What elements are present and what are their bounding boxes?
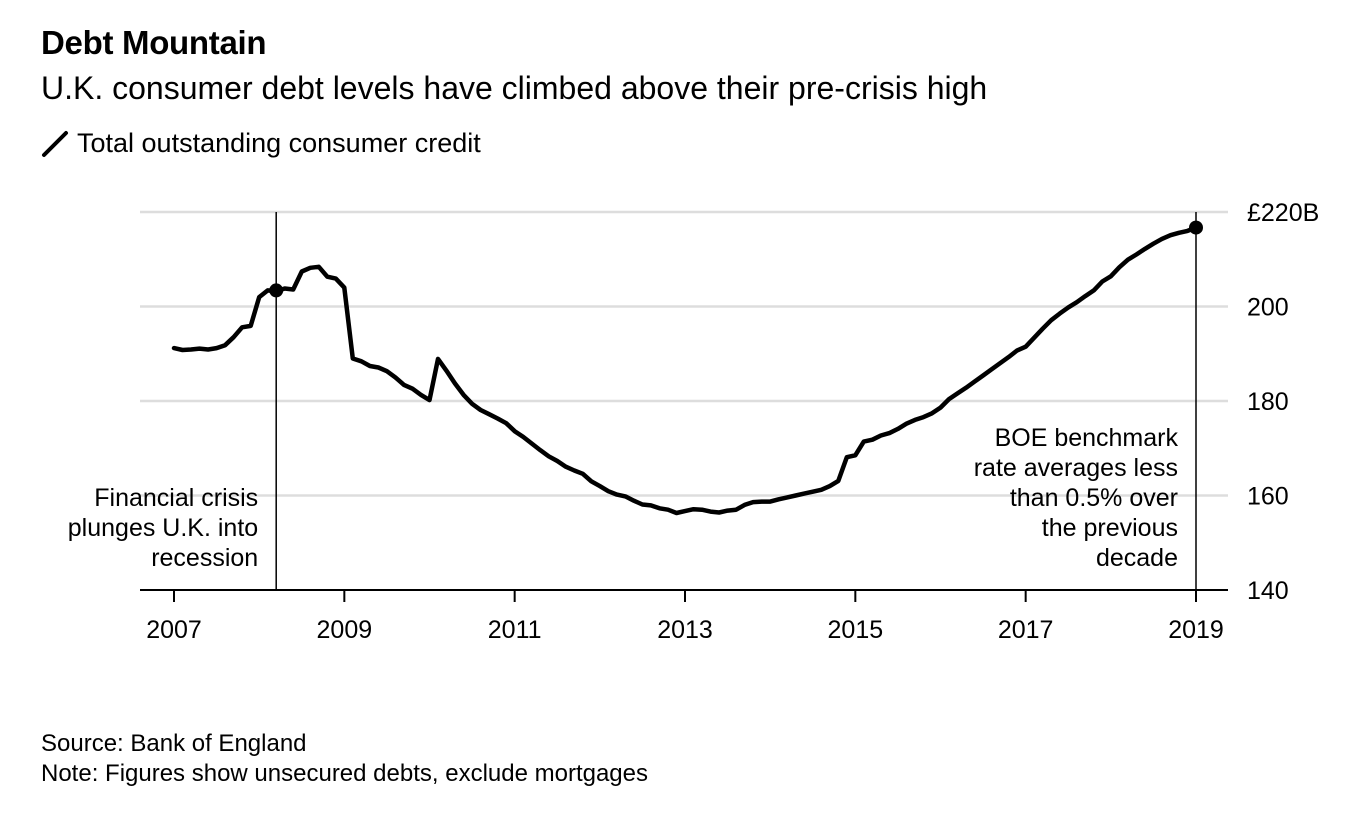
y-tick-label: 180 <box>1247 388 1289 416</box>
y-tick-label: 200 <box>1247 294 1289 322</box>
x-tick-label: 2015 <box>828 616 884 644</box>
boe-annotation-line: rate averages less <box>974 454 1178 482</box>
x-tick-label: 2013 <box>657 616 713 644</box>
x-tick-label: 2019 <box>1168 616 1224 644</box>
y-tick-label: 140 <box>1247 577 1289 605</box>
legend: Total outstanding consumer credit <box>41 128 481 159</box>
boe-annotation-line: than 0.5% over <box>1010 484 1178 512</box>
source-note: Source: Bank of England <box>41 730 307 757</box>
x-tick-label: 2007 <box>146 616 202 644</box>
y-tick-label: £220B <box>1247 199 1319 227</box>
boe-annotation-line: decade <box>1096 544 1178 572</box>
boe-annotation-line: BOE benchmark <box>995 424 1179 452</box>
chart-subtitle: U.K. consumer debt levels have climbed a… <box>41 70 988 106</box>
chart-title: Debt Mountain <box>41 24 267 61</box>
boe-annotation-line: the previous <box>1042 514 1178 542</box>
crisis-annotation-line: recession <box>151 544 258 572</box>
x-tick-label: 2011 <box>488 616 542 644</box>
crisis-annotation-line: plunges U.K. into <box>68 514 258 542</box>
y-tick-label: 160 <box>1247 483 1289 511</box>
x-tick-label: 2009 <box>317 616 373 644</box>
crisis-annotation-line: Financial crisis <box>94 484 258 512</box>
legend-label: Total outstanding consumer credit <box>77 128 481 158</box>
highlight-point <box>1189 220 1203 235</box>
footnote: Note: Figures show unsecured debts, excl… <box>41 760 648 787</box>
highlight-point <box>269 283 284 298</box>
series-line-consumer-credit <box>171 225 1199 516</box>
line-swatch-icon <box>42 130 68 157</box>
x-tick-label: 2017 <box>998 616 1054 644</box>
